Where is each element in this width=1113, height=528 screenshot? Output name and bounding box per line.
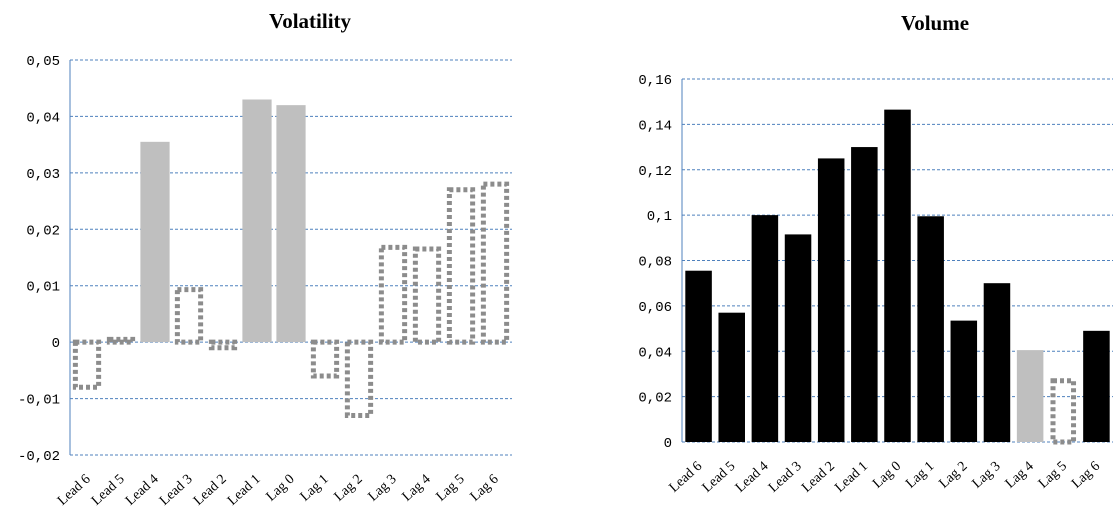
chart-title: Volume (901, 11, 969, 35)
x-tick-label: Lead 5 (89, 472, 128, 509)
bar (784, 234, 812, 442)
bar (817, 158, 845, 442)
x-tick-label: Lead 6 (667, 459, 706, 496)
x-tick-label: Lead 1 (225, 472, 264, 509)
y-tick-label: 0,01 (26, 280, 60, 296)
bar (480, 181, 510, 345)
bar (140, 141, 170, 343)
x-tick-label: Lag 0 (264, 472, 298, 505)
bar (983, 283, 1011, 442)
x-tick-label: Lag 4 (400, 472, 434, 505)
x-tick-label: Lag 6 (1069, 459, 1103, 492)
x-tick-label: Lag 2 (332, 472, 366, 505)
x-tick-label: Lead 4 (123, 472, 162, 509)
x-tick-label: Lag 3 (970, 459, 1004, 492)
x-tick-label: Lead 4 (733, 459, 772, 496)
y-tick-label: 0,02 (638, 391, 672, 407)
bar (917, 216, 944, 442)
y-tick-label: 0 (52, 336, 60, 352)
y-tick-label: 0,05 (26, 54, 60, 70)
y-tick-label: 0,1 (647, 209, 672, 225)
bar (446, 187, 476, 345)
bar (685, 270, 712, 442)
bar (412, 246, 442, 345)
bar (718, 312, 745, 442)
y-tick-label: -0,01 (18, 393, 60, 409)
y-tick-label: 0,03 (26, 167, 60, 183)
y-tick-labels: 0,05 0,04 0,03 0,02 0,01 0 -0,01 -0,02 (18, 54, 60, 465)
x-tick-label: Lead 1 (832, 459, 871, 496)
bar (72, 339, 102, 390)
y-tick-label: 0,06 (638, 300, 672, 316)
bar (242, 99, 272, 343)
x-tick-label: Lag 5 (1036, 459, 1070, 492)
x-tick-label: Lag 3 (366, 472, 400, 505)
x-tick-label: Lag 1 (298, 472, 332, 505)
x-tick-label: Lead 6 (55, 472, 94, 509)
y-tick-label: 0,04 (26, 110, 60, 126)
chart-title: Volatility (269, 9, 352, 33)
bar (276, 105, 306, 343)
bar (884, 109, 911, 443)
x-tick-label: Lag 4 (1003, 459, 1037, 492)
y-tick-label: 0,08 (638, 255, 672, 271)
bar (106, 336, 136, 345)
x-tick-label: Lead 3 (157, 472, 196, 509)
bar (851, 147, 878, 442)
bar (310, 339, 340, 379)
bar (1083, 330, 1110, 442)
bar (1050, 378, 1077, 445)
x-tick-label: Lag 1 (903, 459, 937, 492)
y-tick-label: 0,14 (638, 118, 672, 134)
y-tick-label: 0,16 (638, 73, 672, 89)
bar (344, 339, 374, 418)
chart-volatility: Volatility 0,05 0,04 0,03 0,02 0,01 0 -0,01 -0,… (18, 9, 512, 509)
x-tick-label: Lead 2 (799, 459, 838, 496)
y-tick-label: 0,02 (26, 223, 60, 239)
bar (208, 339, 238, 351)
bar (174, 287, 204, 345)
y-tick-label: 0 (664, 436, 672, 452)
bars (72, 99, 510, 418)
bars (685, 109, 1110, 445)
chart-volume: Volume 0,160,140,120,10,080,060,040,020 … (638, 11, 1113, 496)
y-tick-label: -0,02 (18, 449, 60, 465)
y-tick-label: 0,12 (638, 164, 672, 180)
x-tick-label: Lead 3 (766, 459, 805, 496)
x-tick-label: Lead 5 (700, 459, 739, 496)
x-tick-label: Lag 0 (870, 459, 904, 492)
bar (378, 244, 408, 345)
bar (751, 215, 779, 442)
x-tick-label: Lag 6 (468, 472, 502, 505)
bar (1016, 350, 1044, 442)
y-tick-labels: 0,16 0,14 0,12 0,1 0,08 0,06 0,04 0,02 0 (638, 73, 672, 452)
bar (950, 320, 978, 442)
x-tick-label: Lead 2 (191, 472, 230, 509)
x-tick-label: Lag 2 (936, 459, 970, 492)
x-tick-label: Lag 5 (434, 472, 468, 505)
y-tick-label: 0,04 (638, 345, 672, 361)
